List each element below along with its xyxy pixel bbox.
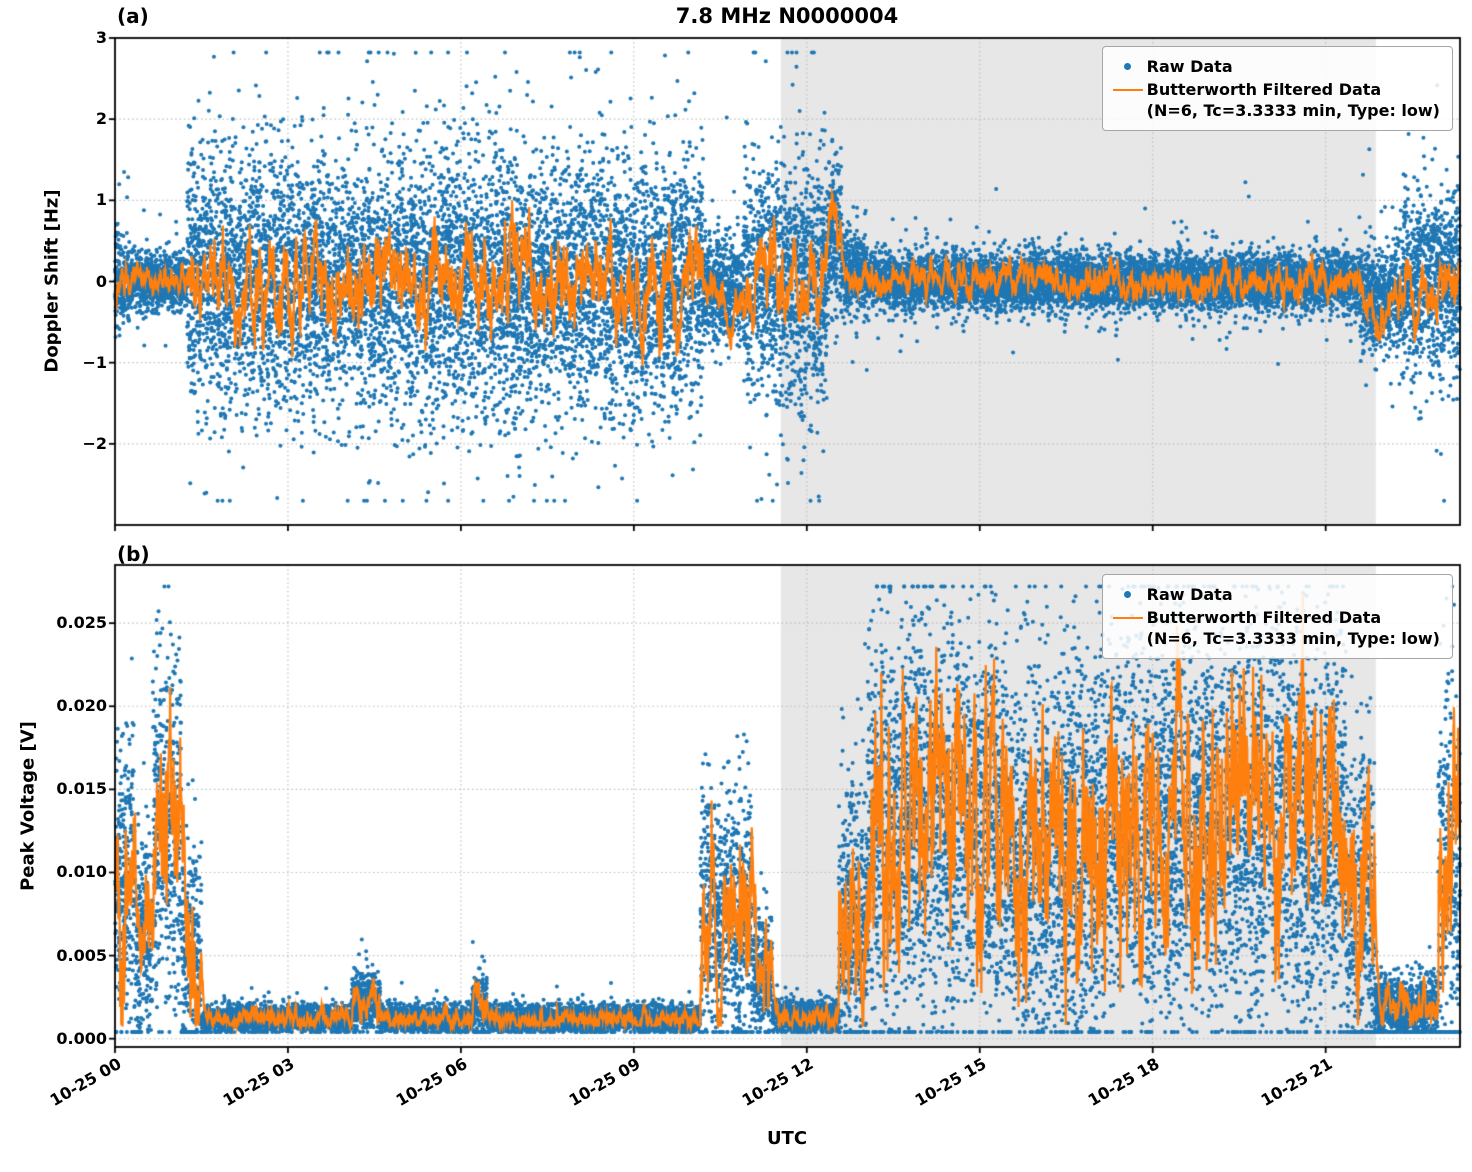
legend-raw-label: Raw Data [1146, 585, 1233, 604]
legend-panel-a: Raw Data Butterworth Filtered Data (N=6,… [1101, 46, 1453, 131]
y-tick-label-a-3: 0 [95, 271, 107, 291]
legend-filtered-sublabel: (N=6, Tc=3.3333 min, Type: low) [1146, 629, 1440, 648]
y-tick-label-b-5: 0.025 [56, 613, 107, 633]
y-tick-label-a-4: −1 [82, 352, 107, 372]
panel-a-label: (a) [117, 4, 149, 28]
legend-filtered-label: Butterworth Filtered Data [1146, 608, 1382, 627]
y-tick-label-a-5: −2 [82, 433, 107, 453]
filtered-line-marker-icon [1112, 89, 1143, 91]
legend-panel-b: Raw Data Butterworth Filtered Data (N=6,… [1101, 574, 1453, 659]
y-tick-label-b-4: 0.020 [56, 696, 107, 716]
filtered-line-marker-icon [1112, 617, 1143, 619]
legend-entry-raw: Raw Data [1109, 56, 1440, 77]
raw-data-marker-icon [1124, 63, 1132, 70]
legend-entry-filtered: Butterworth Filtered Data (N=6, Tc=3.333… [1109, 607, 1440, 649]
raw-data-marker-icon [1124, 591, 1132, 598]
y-tick-label-a-2: 1 [95, 190, 107, 210]
y-tick-label-b-2: 0.010 [56, 862, 107, 882]
legend-filtered-label: Butterworth Filtered Data [1146, 80, 1382, 99]
y-tick-label-a-1: 2 [95, 109, 107, 129]
y-tick-label-b-3: 0.015 [56, 779, 107, 799]
legend-entry-raw: Raw Data [1109, 584, 1440, 605]
y-tick-label-b-1: 0.005 [56, 945, 107, 965]
legend-entry-filtered: Butterworth Filtered Data (N=6, Tc=3.333… [1109, 79, 1440, 121]
legend-filtered-sublabel: (N=6, Tc=3.3333 min, Type: low) [1146, 101, 1440, 120]
y-tick-label-b-0: 0.000 [56, 1028, 107, 1048]
x-axis-label: UTC [766, 1128, 808, 1149]
chart-title: 7.8 MHz N0000004 [675, 4, 899, 28]
panel-b-label: (b) [117, 542, 150, 566]
legend-raw-label: Raw Data [1146, 57, 1233, 76]
y-tick-label-a-0: 3 [95, 28, 107, 47]
